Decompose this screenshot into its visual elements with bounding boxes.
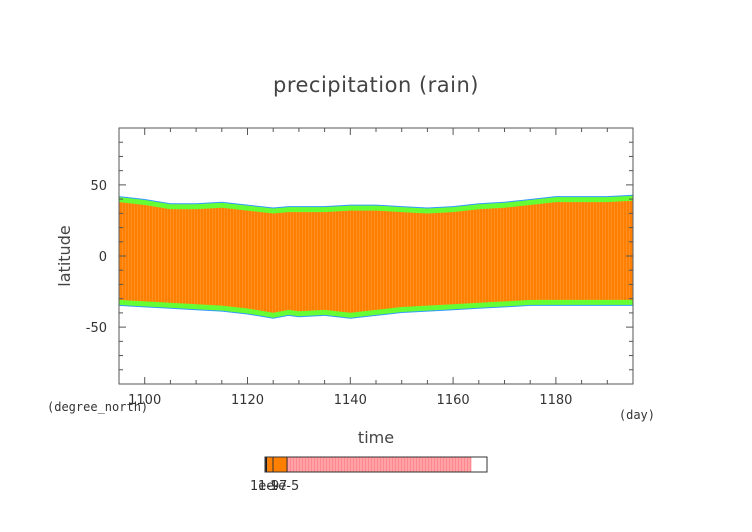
- x-tick-label: 1120: [231, 393, 264, 408]
- x-tick-label: 1140: [334, 393, 367, 408]
- band-fill: [119, 200, 633, 313]
- x-tick-label: 1100: [128, 393, 161, 408]
- y-tick-label: 0: [99, 250, 107, 265]
- chart-title: precipitation (rain): [273, 73, 479, 97]
- colorbar-segment: [267, 457, 288, 472]
- x-unit-label: (day): [619, 408, 655, 422]
- y-axis: 50 0 -50: [86, 127, 633, 385]
- colorbar: 1e-91e-71e-5: [250, 456, 488, 494]
- colorbar-tick-label: 1e-7: [258, 479, 287, 494]
- colorbar-segment: [287, 457, 472, 472]
- x-tick-label: 1160: [437, 393, 470, 408]
- y-tick-label: -50: [86, 321, 107, 336]
- colorbar-tick-label: 1e-9: [250, 479, 279, 494]
- y-unit-label: (degree_north): [47, 400, 148, 414]
- y-tick-label: 50: [90, 179, 107, 194]
- colorbar-tick-label: 1e-5: [270, 479, 299, 494]
- x-axis: 1100 1120 1140 1160 1180: [118, 128, 634, 408]
- colorbar-segment: [265, 457, 268, 472]
- x-axis-label: time: [358, 428, 394, 447]
- precipitation-band: [119, 194, 633, 319]
- y-axis-label: latitude: [55, 225, 74, 286]
- colorbar-segment: [471, 457, 487, 472]
- x-tick-label: 1180: [539, 393, 572, 408]
